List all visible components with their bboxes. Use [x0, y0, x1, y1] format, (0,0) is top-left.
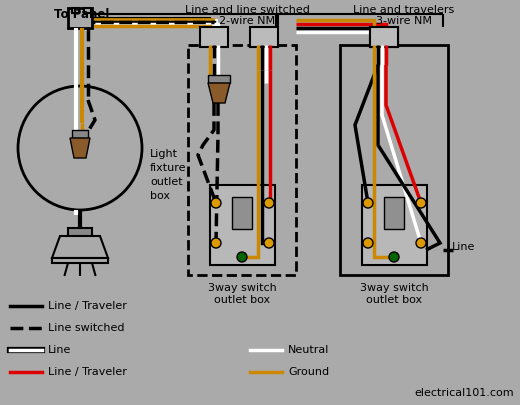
- Text: Line switched: Line switched: [48, 323, 124, 333]
- Text: Line / Traveler: Line / Traveler: [48, 367, 127, 377]
- Bar: [232, 197, 252, 229]
- Circle shape: [18, 86, 142, 210]
- Bar: [208, 75, 230, 83]
- Bar: [370, 27, 398, 47]
- Text: To Panel: To Panel: [54, 8, 109, 21]
- Text: Line: Line: [48, 345, 71, 355]
- Bar: [370, 27, 398, 47]
- Bar: [200, 27, 228, 47]
- Bar: [68, 228, 92, 236]
- Text: electrical101.com: electrical101.com: [414, 388, 514, 398]
- Circle shape: [363, 198, 373, 208]
- Circle shape: [389, 252, 399, 262]
- Polygon shape: [70, 138, 90, 158]
- Circle shape: [211, 238, 221, 248]
- Circle shape: [211, 198, 221, 208]
- Text: 3-wire NM: 3-wire NM: [376, 16, 432, 26]
- Bar: [68, 8, 92, 28]
- Text: Line: Line: [452, 242, 475, 252]
- Text: Neutral: Neutral: [288, 345, 329, 355]
- Text: Line / Traveler: Line / Traveler: [48, 301, 127, 311]
- Circle shape: [416, 198, 426, 208]
- Text: Line and line switched: Line and line switched: [185, 5, 309, 15]
- Circle shape: [264, 238, 274, 248]
- Bar: [250, 27, 278, 47]
- Text: Line and travelers: Line and travelers: [354, 5, 454, 15]
- Bar: [384, 197, 404, 229]
- Bar: [362, 185, 427, 265]
- Text: Ground: Ground: [288, 367, 329, 377]
- Circle shape: [416, 238, 426, 248]
- Text: 3way switch: 3way switch: [360, 283, 428, 293]
- Bar: [52, 258, 108, 263]
- Circle shape: [264, 198, 274, 208]
- Text: 2-wire NM: 2-wire NM: [219, 16, 275, 26]
- Polygon shape: [52, 236, 108, 258]
- Polygon shape: [208, 83, 230, 103]
- Text: outlet box: outlet box: [366, 295, 422, 305]
- Bar: [72, 130, 88, 138]
- Text: outlet box: outlet box: [214, 295, 270, 305]
- Text: 3way switch: 3way switch: [207, 283, 276, 293]
- Text: Light
fixture
outlet
box: Light fixture outlet box: [150, 149, 187, 201]
- Bar: [188, 45, 296, 275]
- Circle shape: [363, 238, 373, 248]
- Bar: [210, 185, 275, 265]
- Circle shape: [237, 252, 247, 262]
- Bar: [340, 45, 448, 275]
- Bar: [72, 8, 79, 13]
- Bar: [84, 8, 91, 13]
